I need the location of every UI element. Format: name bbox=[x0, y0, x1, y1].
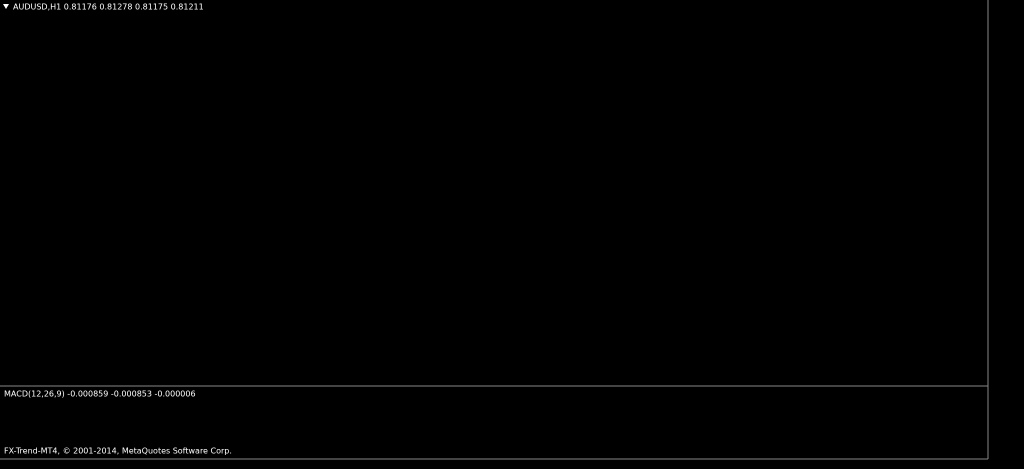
symbol-info: AUDUSD,H1 0.81176 0.81278 0.81175 0.8121… bbox=[13, 3, 204, 12]
macd-title: MACD(12,26,9) -0.000859 -0.000853 -0.000… bbox=[4, 390, 196, 399]
footer: FX-Trend-MT4, © 2001-2014, MetaQuotes So… bbox=[4, 447, 232, 456]
menu-icon[interactable] bbox=[3, 4, 9, 9]
